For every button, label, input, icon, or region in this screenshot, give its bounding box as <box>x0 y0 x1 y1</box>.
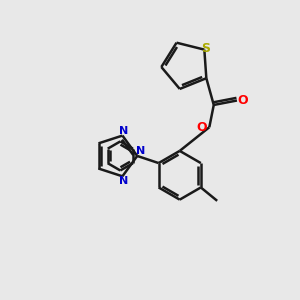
Text: N: N <box>136 146 145 157</box>
Text: O: O <box>238 94 248 107</box>
Text: N: N <box>119 126 128 136</box>
Text: O: O <box>196 121 207 134</box>
Text: S: S <box>201 42 210 55</box>
Text: N: N <box>119 176 128 186</box>
